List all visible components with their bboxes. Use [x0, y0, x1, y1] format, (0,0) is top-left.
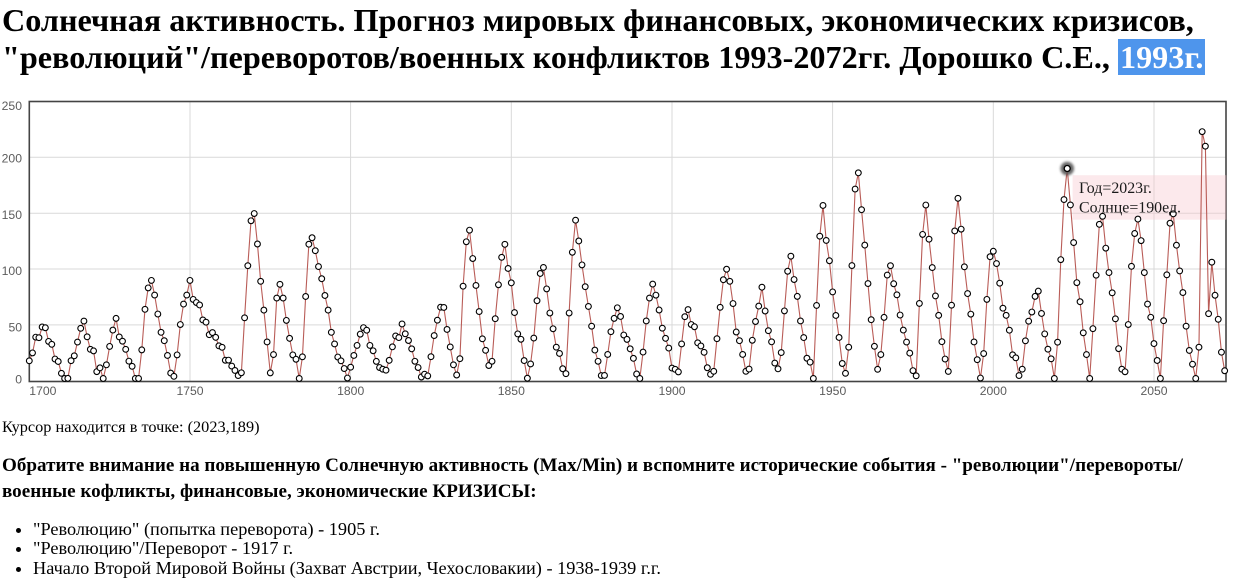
- svg-text:150: 150: [2, 208, 23, 222]
- svg-text:1850: 1850: [498, 384, 525, 398]
- svg-text:2000: 2000: [980, 384, 1007, 398]
- svg-text:50: 50: [8, 321, 22, 335]
- svg-text:250: 250: [2, 99, 23, 113]
- svg-text:200: 200: [2, 152, 23, 166]
- svg-text:100: 100: [2, 264, 23, 278]
- svg-text:0: 0: [15, 373, 22, 387]
- svg-text:1700: 1700: [29, 384, 56, 398]
- svg-text:1750: 1750: [176, 384, 203, 398]
- svg-text:1950: 1950: [819, 384, 846, 398]
- svg-text:1800: 1800: [337, 384, 364, 398]
- svg-text:2050: 2050: [1140, 384, 1167, 398]
- svg-text:Солнце=190ед.: Солнце=190ед.: [1079, 199, 1181, 216]
- svg-text:Год=2023г.: Год=2023г.: [1079, 180, 1152, 197]
- svg-text:1900: 1900: [658, 384, 685, 398]
